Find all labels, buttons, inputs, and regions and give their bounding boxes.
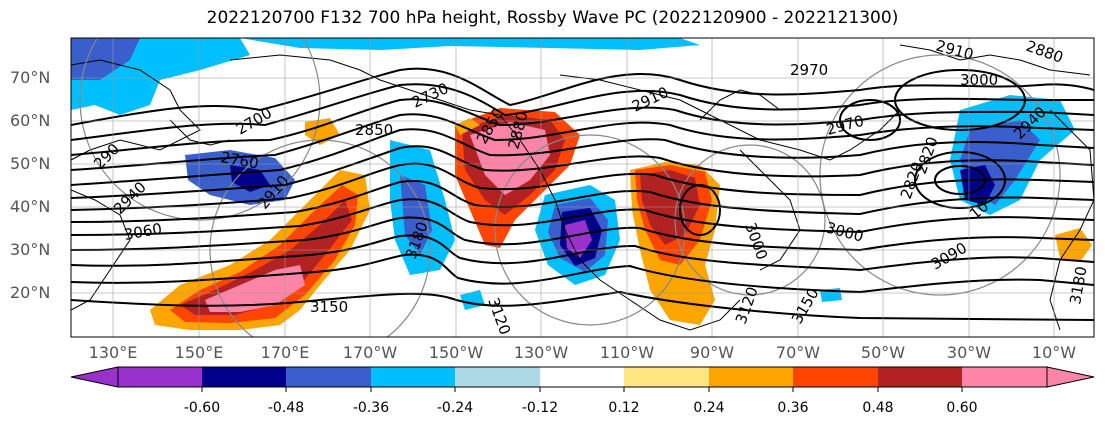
colorbar-extend-low — [70, 366, 119, 388]
colorbar-bin — [540, 367, 624, 387]
colorbar-label: 0.48 — [862, 400, 894, 416]
map-title: 2022120700 F132 700 hPa height, Rossby W… — [206, 8, 899, 28]
anomaly-positive-ne-pacific-core — [470, 122, 550, 195]
lon-label: 50°W — [860, 343, 906, 362]
lon-label: 70°W — [775, 343, 821, 362]
colorbar-bin — [709, 367, 793, 387]
colorbar-label: 0.36 — [777, 400, 809, 416]
lon-label: 130°W — [513, 343, 569, 362]
colorbar-extend-high — [1046, 366, 1095, 388]
anomaly-positive-ne-pacific-edge — [455, 118, 480, 135]
lon-label: 170°W — [342, 343, 398, 362]
colorbar-label: -0.36 — [352, 400, 390, 416]
colorbar-bin — [962, 367, 1047, 387]
colorbar-bin — [118, 367, 202, 387]
colorbar-bin — [371, 367, 455, 387]
contour-label: 3000 — [960, 71, 998, 89]
contour-label: 3150 — [310, 298, 348, 316]
lon-label: 90°W — [689, 343, 735, 362]
colorbar-label: -0.24 — [436, 400, 474, 416]
height-contours — [71, 67, 1094, 321]
anomaly-positive-w-pacific-peak — [205, 265, 305, 312]
lon-label: 30°W — [946, 343, 992, 362]
range-rings — [79, 38, 1061, 337]
lat-label: 40°N — [10, 197, 51, 216]
colorbar — [70, 366, 1095, 392]
colorbar-label: 0.60 — [946, 400, 978, 416]
lon-label: 110°W — [599, 343, 655, 362]
anomaly-positive-w-pacific-core — [180, 200, 352, 315]
contour-label: 2850 — [355, 121, 393, 139]
colorbar-bin — [286, 367, 371, 387]
anomaly-negative-western-us-peak — [565, 220, 592, 258]
anomaly-negative-nw-core — [71, 38, 140, 80]
anomaly-negative-north-strip — [240, 38, 700, 50]
lon-label: 130°E — [88, 343, 138, 362]
colorbar-label: -0.12 — [521, 400, 559, 416]
colorbar-label: 0.24 — [693, 400, 725, 416]
colorbar-bin — [624, 367, 709, 387]
colorbar-bin — [455, 367, 540, 387]
lon-label: 150°E — [174, 343, 224, 362]
colorbar-bin — [202, 367, 286, 387]
colorbar-label: 0.12 — [608, 400, 640, 416]
lat-label: 70°N — [10, 68, 51, 87]
lon-label: 170°E — [260, 343, 310, 362]
map-frame — [70, 37, 1095, 338]
lat-label: 60°N — [10, 111, 51, 130]
lon-label: 150°W — [428, 343, 484, 362]
lat-label: 50°N — [10, 154, 51, 173]
map-plot-area: 2700 2730 2850 2760 2910 2970 3000 2910 … — [71, 38, 1094, 337]
lat-label: 30°N — [10, 240, 51, 259]
colorbar-bin — [878, 367, 962, 387]
colorbar-bin — [793, 367, 878, 387]
lon-label: 10°W — [1031, 343, 1077, 362]
contour-label: 2970 — [790, 61, 828, 79]
gridlines — [71, 38, 1094, 337]
colorbar-label: -0.48 — [267, 400, 305, 416]
colorbar-label: -0.60 — [183, 400, 221, 416]
lat-label: 20°N — [10, 283, 51, 302]
